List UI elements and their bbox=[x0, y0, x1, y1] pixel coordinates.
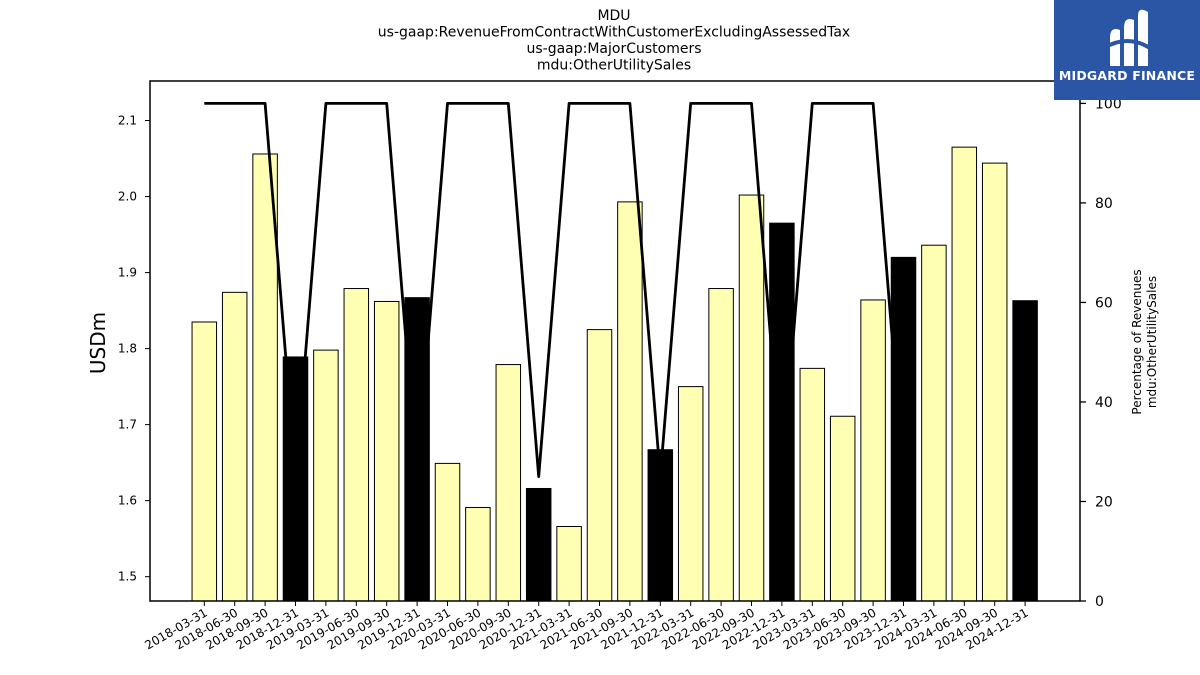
y-tick-label: 1.6 bbox=[118, 494, 137, 508]
title-line: us-gaap:RevenueFromContractWithCustomerE… bbox=[378, 25, 850, 41]
bar-quarter bbox=[556, 526, 582, 602]
bar-quarter bbox=[343, 288, 370, 602]
y-axis-label: USDm bbox=[86, 312, 110, 374]
bar-quarter bbox=[829, 415, 856, 602]
y-tick-label: 1.9 bbox=[118, 266, 137, 280]
y2-tick-label: 80 bbox=[1095, 196, 1113, 212]
y-tick-label: 1.7 bbox=[118, 418, 137, 432]
bar-annual bbox=[890, 256, 917, 602]
y-tick-label: 1.5 bbox=[118, 570, 137, 584]
y2-tick-label: 100 bbox=[1095, 96, 1122, 112]
logo-mark-icon bbox=[1102, 9, 1152, 66]
bar-quarter bbox=[434, 462, 461, 602]
percentage-line bbox=[204, 101, 905, 478]
plot-frame bbox=[149, 80, 1081, 602]
chart-title: MDUus-gaap:RevenueFromContractWithCustom… bbox=[378, 8, 850, 74]
secondary-axis-label: Percentage of Revenues mdu:OtherUtilitySa… bbox=[1130, 269, 1159, 414]
y-tick-label: 1.8 bbox=[118, 342, 137, 356]
bar-quarter bbox=[951, 146, 978, 602]
bar-quarter bbox=[708, 288, 734, 602]
bar-annual bbox=[1012, 300, 1038, 602]
bar-quarter bbox=[465, 506, 491, 602]
y2-tick-label: 0 bbox=[1095, 594, 1104, 610]
bar-quarter bbox=[373, 300, 400, 602]
y2-label-line: mdu:OtherUtilitySales bbox=[1145, 276, 1159, 408]
bar-annual bbox=[525, 487, 552, 602]
y2-tick-label: 20 bbox=[1095, 494, 1113, 510]
logo-text: MIDGARD FINANCE bbox=[1058, 68, 1196, 83]
bar-quarter bbox=[617, 201, 643, 602]
bar-quarter bbox=[221, 291, 248, 602]
bar-quarter bbox=[586, 329, 613, 602]
title-line: mdu:OtherUtilitySales bbox=[537, 58, 691, 74]
bar-quarter bbox=[981, 162, 1008, 602]
brand-logo: MIDGARD FINANCE bbox=[1054, 0, 1200, 100]
bar-quarter bbox=[921, 244, 947, 602]
bar-quarter bbox=[677, 386, 704, 602]
bar-quarter bbox=[495, 364, 522, 602]
percentage-line-path bbox=[204, 101, 905, 478]
bar-annual bbox=[282, 356, 309, 602]
right-axis: 0 20 40 60 80 100 bbox=[1080, 96, 1122, 610]
y-tick-label: 2.0 bbox=[118, 190, 137, 204]
bar-quarter bbox=[860, 299, 886, 602]
y2-tick-label: 40 bbox=[1095, 395, 1113, 411]
bars bbox=[191, 146, 1038, 602]
bar-quarter bbox=[313, 349, 339, 602]
bar-annual bbox=[404, 297, 430, 602]
title-line: MDU bbox=[597, 8, 630, 24]
bar-quarter bbox=[799, 367, 826, 602]
y-tick-label: 2.1 bbox=[118, 114, 137, 128]
bar-quarter bbox=[738, 194, 765, 602]
y2-tick-label: 60 bbox=[1095, 295, 1113, 311]
x-axis: 2018-03-312018-06-302018-09-302018-12-31… bbox=[142, 601, 1031, 652]
bar-quarter bbox=[191, 321, 218, 602]
left-axis: 1.5 1.6 1.7 1.8 1.9 2.0 2.1 bbox=[118, 114, 150, 584]
title-line: us-gaap:MajorCustomers bbox=[526, 41, 701, 57]
y2-label-line: Percentage of Revenues bbox=[1130, 269, 1144, 414]
bar-quarter bbox=[252, 153, 278, 602]
bar-annual bbox=[769, 222, 795, 602]
